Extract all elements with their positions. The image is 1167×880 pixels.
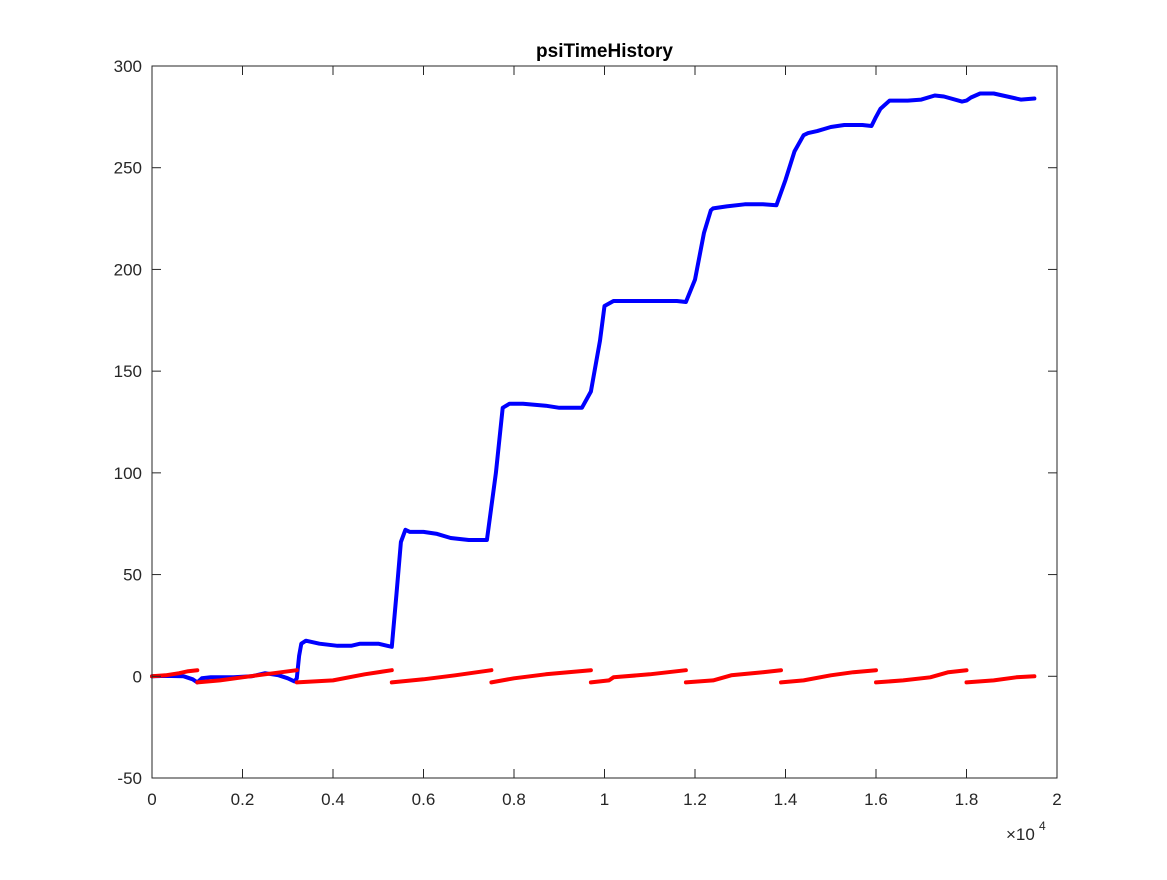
y-tick-label: 150 [114, 362, 142, 381]
y-tick-label: 250 [114, 159, 142, 178]
x-tick-label: 1.2 [683, 790, 707, 809]
y-tick-label: 300 [114, 57, 142, 76]
x-tick-label: 0.6 [412, 790, 436, 809]
x-exponent-label: ×10 4 [1006, 819, 1046, 844]
x-tick-label: 0 [147, 790, 156, 809]
series-2-line-segment [874, 668, 969, 685]
x-tick-label: 1.6 [864, 790, 888, 809]
series-2-line-segment [588, 668, 688, 685]
series-2-line-segment [779, 668, 878, 685]
series-2-line-segment [150, 668, 200, 679]
chart-title: psiTimeHistory [536, 41, 673, 62]
x-exponent-power: 4 [1039, 819, 1046, 833]
ticks-layer: 0 0.2 0.4 0.6 0.8 1 1.2 1.4 1.6 1.8 2 -50 0 50 100 150 2… [114, 57, 1062, 809]
series-2-line-segment [389, 668, 494, 685]
x-tick-label: 2 [1052, 790, 1061, 809]
series-2-line-segment [294, 668, 394, 685]
series-layer [150, 91, 1037, 685]
series-2-line-segment [489, 668, 593, 685]
x-tick-label: 0.2 [231, 790, 255, 809]
x-tick-label: 0.4 [321, 790, 345, 809]
series-2-line-segment [195, 668, 299, 685]
y-tick-label: 100 [114, 464, 142, 483]
x-tick-label: 0.8 [502, 790, 526, 809]
x-tick-label: 1.8 [955, 790, 979, 809]
y-tick-label: 200 [114, 260, 142, 279]
y-tick-label: 50 [123, 566, 142, 585]
y-tick-label: 0 [133, 667, 142, 686]
x-tick-label: 1.4 [774, 790, 798, 809]
plot-background [152, 66, 1057, 778]
x-tick-label: 1 [600, 790, 609, 809]
series-2-line-segment [964, 674, 1037, 685]
x-exponent-base: ×10 [1006, 825, 1035, 844]
series-2-line-segment [683, 668, 783, 685]
series-2 [150, 668, 1037, 685]
y-tick-label: -50 [117, 769, 142, 788]
